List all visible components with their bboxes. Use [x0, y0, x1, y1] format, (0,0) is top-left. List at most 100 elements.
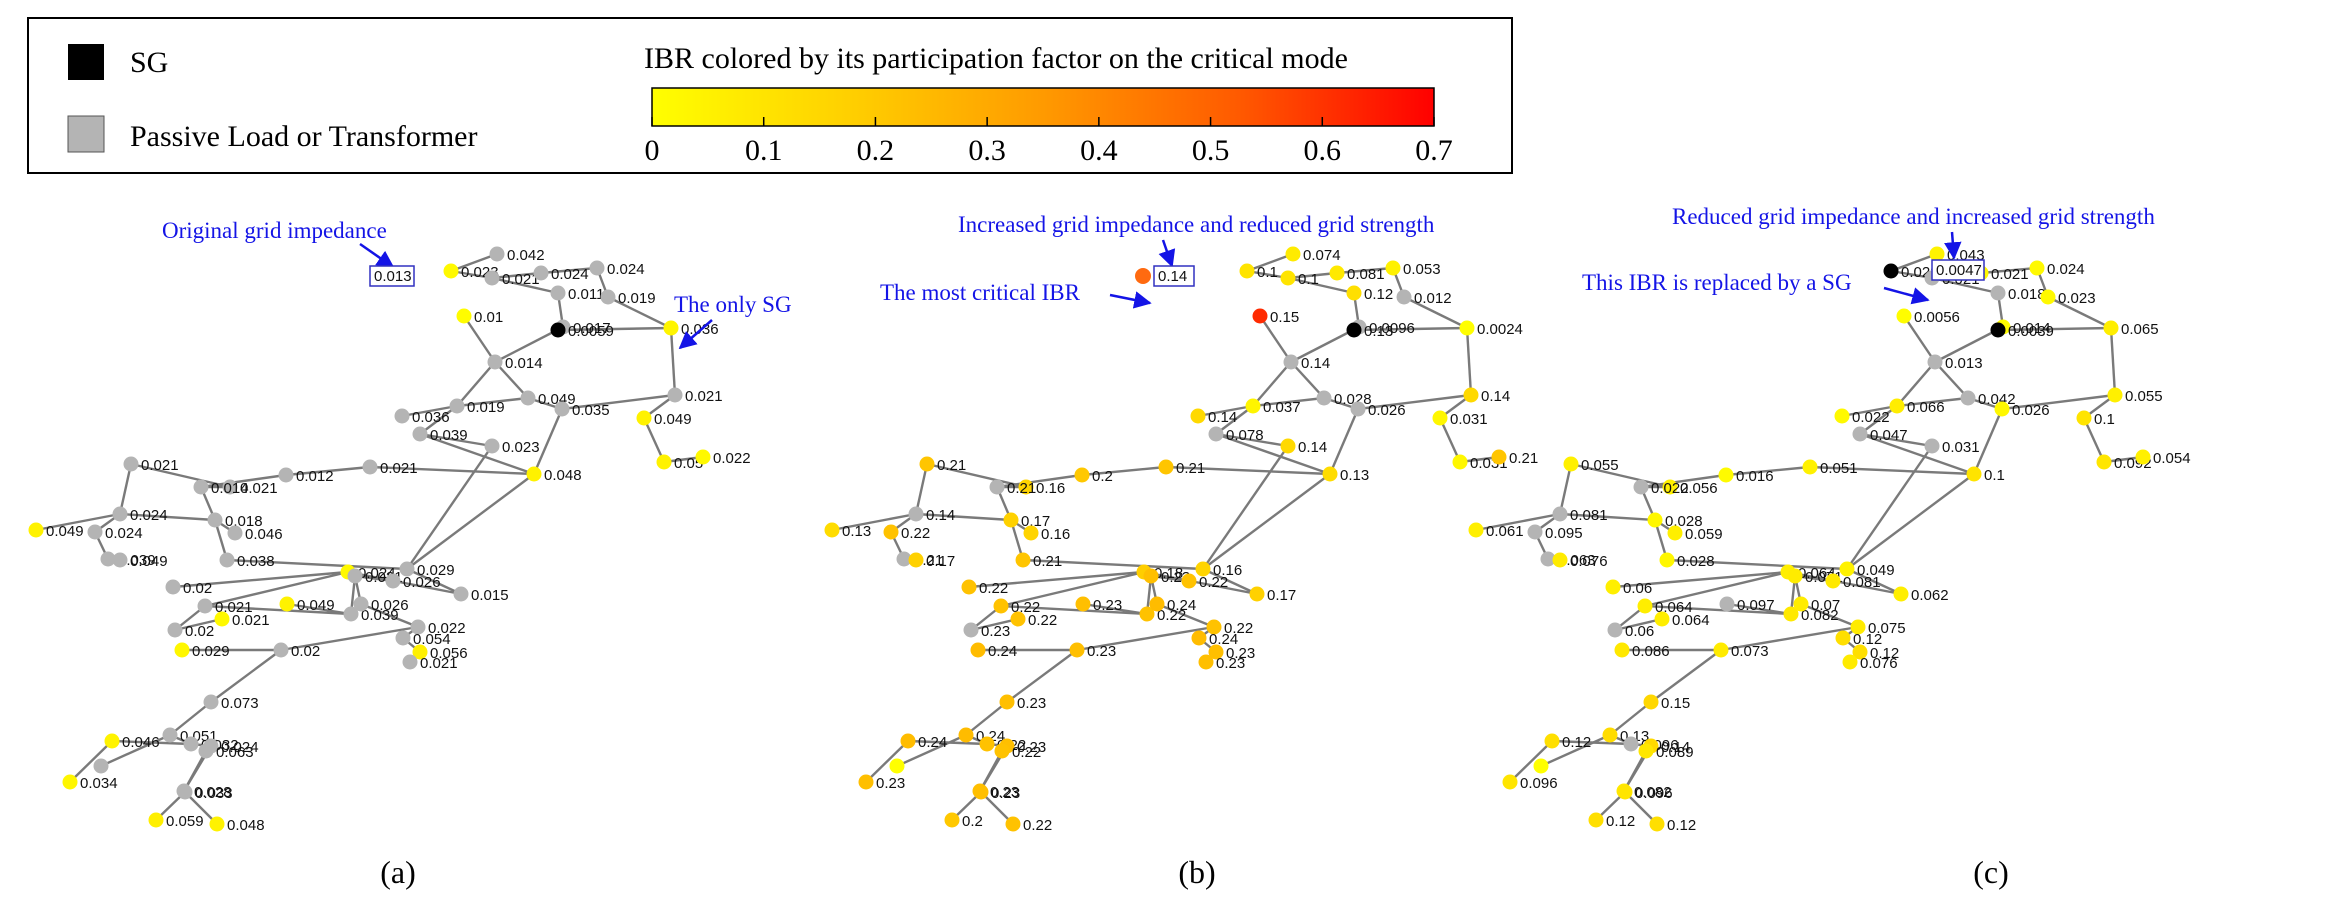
network-edge	[119, 512, 216, 522]
ibr-node	[970, 642, 986, 658]
network-edge	[369, 465, 535, 476]
node-value-label: 0.063	[1558, 552, 1596, 569]
network-edge	[35, 512, 121, 532]
node-value-label: 0.16	[1041, 526, 1070, 543]
node-value-label: 0.026	[1368, 402, 1406, 419]
ibr-node	[1074, 467, 1090, 483]
passive-legend-label: Passive Load or Transformer	[130, 120, 477, 153]
annotation-arrow	[359, 242, 395, 269]
network-edge	[965, 701, 1008, 736]
passive-node	[1927, 354, 1943, 370]
passive-node	[963, 622, 979, 638]
node-value-label: 0.22	[1157, 607, 1186, 624]
ibr-node	[1280, 438, 1296, 454]
network-edge	[1841, 404, 1898, 418]
node-value-label: 0.015	[471, 587, 509, 604]
network-edge	[1640, 473, 1727, 489]
network-edge	[970, 617, 1019, 632]
node-value-label: 0.17	[1267, 587, 1296, 604]
passive-node	[395, 630, 411, 646]
ibr-node	[663, 320, 679, 336]
ibr-node	[1346, 285, 1362, 301]
node-value-label: 0.16	[1213, 562, 1242, 579]
network-edge	[1896, 361, 1936, 407]
passive-node	[399, 561, 415, 577]
network-edge	[419, 405, 458, 435]
network-edge	[968, 570, 1145, 589]
ibr-node	[1718, 467, 1734, 483]
node-value-label: 0.073	[221, 695, 259, 712]
colorbar	[651, 87, 1435, 127]
network-edge	[1624, 791, 1658, 825]
passive-node	[453, 586, 469, 602]
node-value-label: 0.064	[1672, 612, 1710, 629]
node-value-label: 0.13	[1364, 323, 1393, 340]
network-edge	[1197, 404, 1254, 418]
node-value-label: 0.1	[1298, 271, 1319, 288]
network-edge	[450, 252, 498, 273]
network-edge	[69, 740, 113, 783]
ibr-node	[999, 694, 1015, 710]
boxed-impedance-value-frame	[369, 265, 415, 287]
node-value-label: 0.21	[1509, 450, 1538, 467]
node-value-label: 0.22	[1028, 612, 1057, 629]
ibr-node	[958, 727, 974, 743]
passive-node	[1552, 506, 1568, 522]
node-value-label: 0.014	[211, 480, 249, 497]
node-value-label: 0.026	[403, 574, 441, 591]
ibr-node	[1452, 454, 1468, 470]
network-edge	[1614, 617, 1663, 632]
ibr-node	[1929, 246, 1945, 262]
node-value-label: 0.056	[1680, 480, 1718, 497]
passive-node	[1540, 551, 1556, 567]
node-value-label: 0.15	[1270, 309, 1299, 326]
node-value-label: 0.073	[1731, 643, 1769, 660]
network-edge	[896, 733, 967, 768]
ibr-node	[104, 733, 120, 749]
network-edge	[1259, 315, 1292, 363]
ibr-node	[443, 263, 459, 279]
node-value-label: 0.024	[607, 261, 645, 278]
ibr-node	[1010, 611, 1026, 627]
ibr-node	[1638, 743, 1654, 759]
passive-node	[227, 525, 243, 541]
boxed-impedance-value: 0.14	[1158, 268, 1187, 285]
boxed-impedance-value: 0.0047	[1936, 262, 1982, 279]
network-edge	[669, 327, 677, 396]
passive-node	[273, 642, 289, 658]
node-value-label: 0.062	[1911, 587, 1949, 604]
ibr-node	[2076, 410, 2092, 426]
network-edge	[865, 740, 909, 783]
ibr-node	[148, 812, 164, 828]
passive-node	[487, 354, 503, 370]
network-edge	[1076, 625, 1215, 652]
network-edge	[1570, 462, 1671, 489]
ibr-node	[900, 733, 916, 749]
network-edge	[1903, 315, 1936, 363]
passive-node	[589, 260, 605, 276]
passive-node	[1719, 596, 1735, 612]
node-value-label: 0.024	[358, 565, 396, 582]
panel-a-caption: (a)	[380, 854, 416, 890]
node-value-label: 0.021	[420, 655, 458, 672]
node-value-label: 0.14	[1298, 439, 1327, 456]
network-edge	[1353, 326, 1468, 332]
node-value-label: 0.011	[568, 286, 604, 303]
ibr-node	[824, 522, 840, 538]
passive-node	[554, 401, 570, 417]
passive-node	[896, 551, 912, 567]
ibr-node	[1667, 525, 1683, 541]
ibr-node	[944, 812, 960, 828]
node-value-label: 0.086	[1632, 643, 1670, 660]
passive-node	[165, 579, 181, 595]
node-value-label: 0.056	[430, 645, 468, 662]
node-value-label: 0.14	[1208, 409, 1237, 426]
node-value-label: 0.074	[1303, 247, 1341, 264]
network-edge	[1972, 408, 2004, 475]
ibr-node	[1654, 611, 1670, 627]
network-edge	[642, 417, 666, 463]
sg-node	[1346, 322, 1362, 338]
network-edge	[1290, 361, 1325, 399]
node-value-label: 0.1	[1257, 264, 1278, 281]
panel-b-network: 0.074 0.1 0.1 0.081 0.053 0.12 0.012 0.0096 0.15…	[824, 212, 1538, 834]
